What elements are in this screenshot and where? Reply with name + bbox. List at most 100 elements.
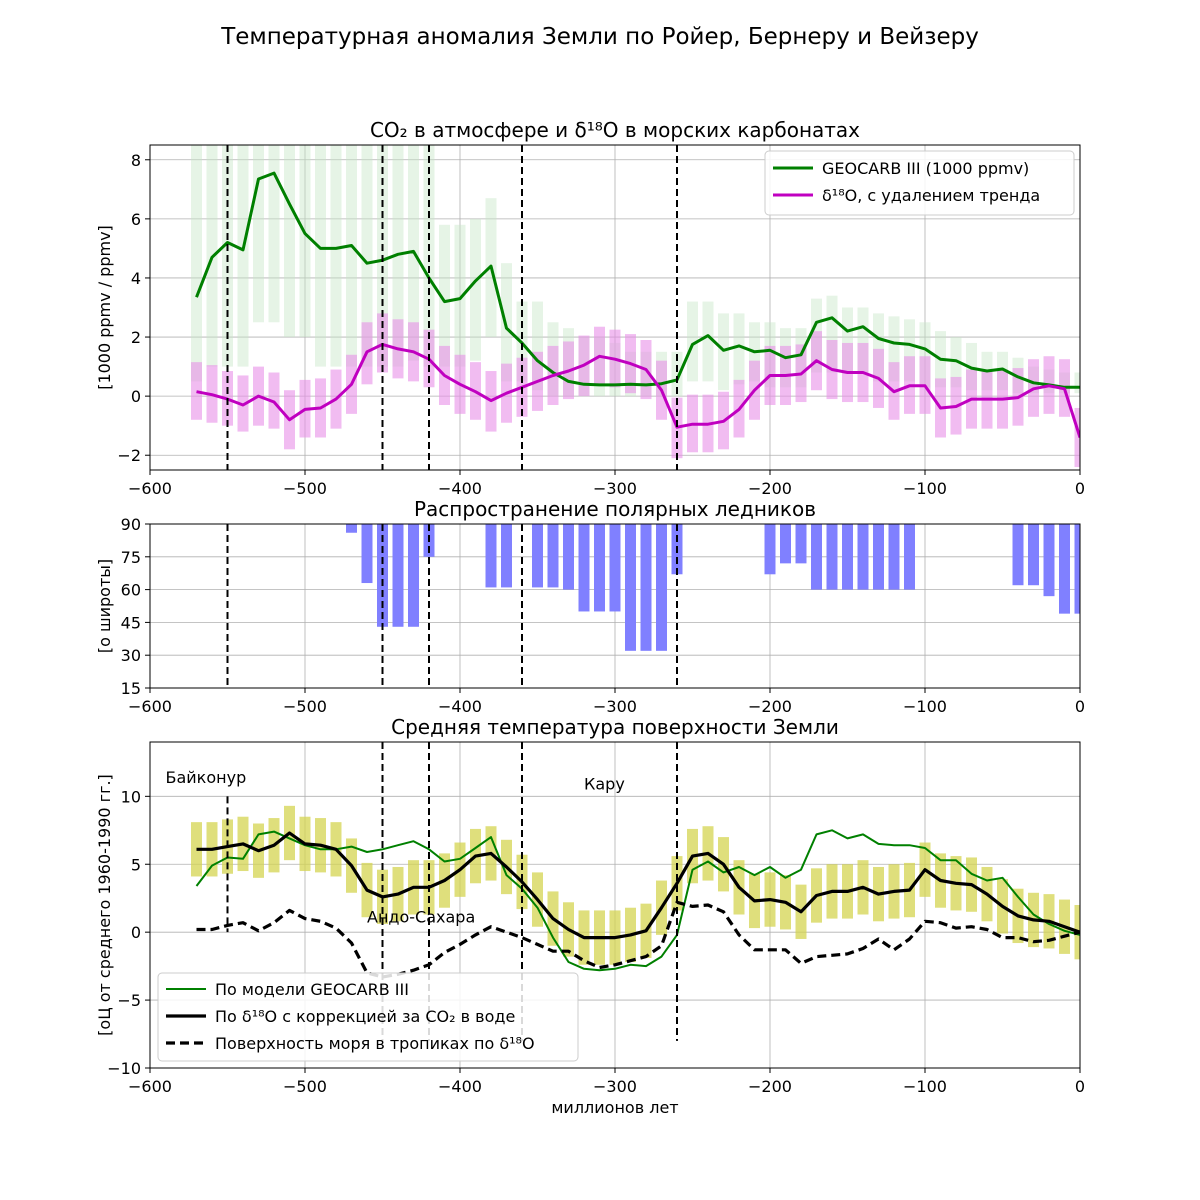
series-line-tropical-sst [196, 900, 1080, 979]
glacier-bar [532, 524, 543, 588]
y-tick-label: 0 [131, 387, 141, 406]
uncertainty-bar [702, 301, 714, 382]
y-axis-label: [o широты] [95, 559, 114, 653]
y-tick-label: 5 [131, 855, 141, 874]
legend-label: GEOCARB III (1000 ppmv) [822, 159, 1029, 178]
glacier-bar [656, 524, 667, 651]
uncertainty-bar [191, 145, 202, 382]
y-tick-label: 6 [131, 210, 141, 229]
legend-label: δ¹⁸O, с удалением тренда [822, 186, 1040, 205]
glacier-bar [408, 524, 419, 627]
uncertainty-bar [733, 313, 745, 385]
y-tick-label: 10 [121, 787, 141, 806]
y-axis-label: [1000 ppmv / ppmv] [95, 225, 114, 390]
uncertainty-bar [671, 351, 683, 397]
glacier-bar [361, 524, 373, 584]
x-tick-label: −100 [903, 1077, 947, 1096]
axes: −600 −500 −400 −300 −200 −100 0 −10 −5 0 5 10 Средня… [95, 715, 1085, 1117]
chart-title: Распространение полярных ледников [414, 497, 816, 521]
glacier-bar [842, 524, 853, 590]
uncertainty-bar [330, 145, 342, 367]
boundary-lines [226, 742, 678, 1041]
uncertainty-bar [904, 319, 915, 382]
x-tick-label: −400 [438, 479, 482, 498]
y-tick-label: −10 [107, 1059, 141, 1078]
uncertainty-bar [873, 313, 884, 382]
uncertainty-bar [299, 145, 311, 338]
x-tick-label: −400 [438, 697, 482, 716]
series-line-d18o [196, 342, 1080, 438]
polar-glaciers-chart: −600 −500 −400 −300 −200 −100 0 15 30 45 60 75 90 Рас… [95, 497, 1085, 716]
annotation-label: Андо-Сахара [367, 908, 475, 927]
x-tick-label: 0 [1075, 697, 1085, 716]
x-tick-label: −400 [438, 1077, 482, 1096]
x-tick-label: −100 [903, 479, 947, 498]
glacier-bar [625, 524, 636, 651]
glacier-bar [826, 524, 838, 590]
uncertainty-bar [346, 145, 357, 367]
y-tick-label: −2 [117, 446, 141, 465]
glacier-bar [485, 524, 497, 588]
glacier-bar [904, 524, 915, 590]
y-tick-label: 75 [121, 548, 141, 567]
annotation-label: Байконур [166, 768, 247, 787]
x-tick-label: −500 [283, 1077, 327, 1096]
legend: По модели GEOCARB III По δ¹⁸O с коррекцие… [157, 972, 579, 1062]
glacier-bar [780, 524, 791, 564]
glacier-bar [563, 524, 574, 590]
bars [346, 524, 1080, 651]
series-line-geocarb [195, 829, 1080, 972]
series-line-d18o-corrected [196, 831, 1080, 940]
y-tick-label: 2 [131, 328, 141, 347]
uncertainty-bar [253, 145, 264, 323]
annotations: Байконур Андо-Сахара Кару [166, 768, 625, 927]
glacier-bar [594, 524, 605, 612]
legend-box [764, 150, 1075, 216]
glacier-bar [377, 524, 388, 627]
uncertainty-bar [361, 145, 373, 367]
glacier-bar [857, 524, 869, 590]
glacier-bar [888, 524, 900, 590]
uncertainty-bar [268, 145, 280, 323]
glacier-bar [795, 524, 807, 564]
y-tick-label: 60 [121, 581, 141, 600]
axes: −600 −500 −400 −300 −200 −100 0 15 30 45 60 75 90 Рас… [95, 497, 1085, 716]
plot-area [191, 742, 1080, 1041]
x-tick-label: 0 [1075, 479, 1085, 498]
x-tick-label: −300 [593, 479, 637, 498]
glacier-bar [1074, 524, 1080, 614]
series-line-geocarb [195, 171, 1080, 389]
legend-label: Поверхность моря в тропиках по δ¹⁸O [215, 1034, 535, 1053]
y-axis-label: [oЦ от среднего 1960-1990 гг.] [95, 774, 114, 1036]
plot-area [191, 145, 1080, 470]
x-tick-label: −200 [748, 1077, 792, 1096]
uncertainty-bar [687, 301, 698, 382]
uncertainty-bar [454, 224, 466, 367]
glacier-bar [501, 524, 512, 588]
uncertainty-bar [919, 322, 931, 388]
glacier-bar [346, 524, 357, 533]
chart-title: CO₂ в атмосфере и δ¹⁸O в морских карбона… [370, 118, 860, 142]
uncertainty-bar [237, 145, 249, 367]
glacier-bar [1043, 524, 1055, 597]
x-axis-label: миллионов лет [551, 1098, 678, 1117]
uncertainty-bar [439, 224, 450, 367]
glacier-bar [578, 524, 590, 612]
legend-label: По модели GEOCARB III [215, 980, 409, 999]
glacier-bar [1028, 524, 1039, 586]
glacier-bar [392, 524, 404, 627]
y-tick-label: 15 [121, 679, 141, 698]
uncertainty-bar [191, 362, 202, 420]
glacier-bar [873, 524, 884, 590]
uncertainty-bar [826, 295, 838, 373]
x-tick-label: −200 [748, 479, 792, 498]
y-tick-label: −5 [117, 991, 141, 1010]
x-tick-label: −600 [128, 1077, 172, 1096]
axes: −600 −500 −400 −300 −200 −100 0 −2 0 2 4 6 8 CO₂ в ат… [95, 118, 1085, 498]
legend-label: По δ¹⁸O с коррекцией за CO₂ в воде [215, 1007, 515, 1026]
boundary-lines [226, 145, 678, 470]
boundary-lines [226, 524, 678, 688]
y-tick-label: 0 [131, 923, 141, 942]
uncertainty-bar [284, 145, 295, 338]
